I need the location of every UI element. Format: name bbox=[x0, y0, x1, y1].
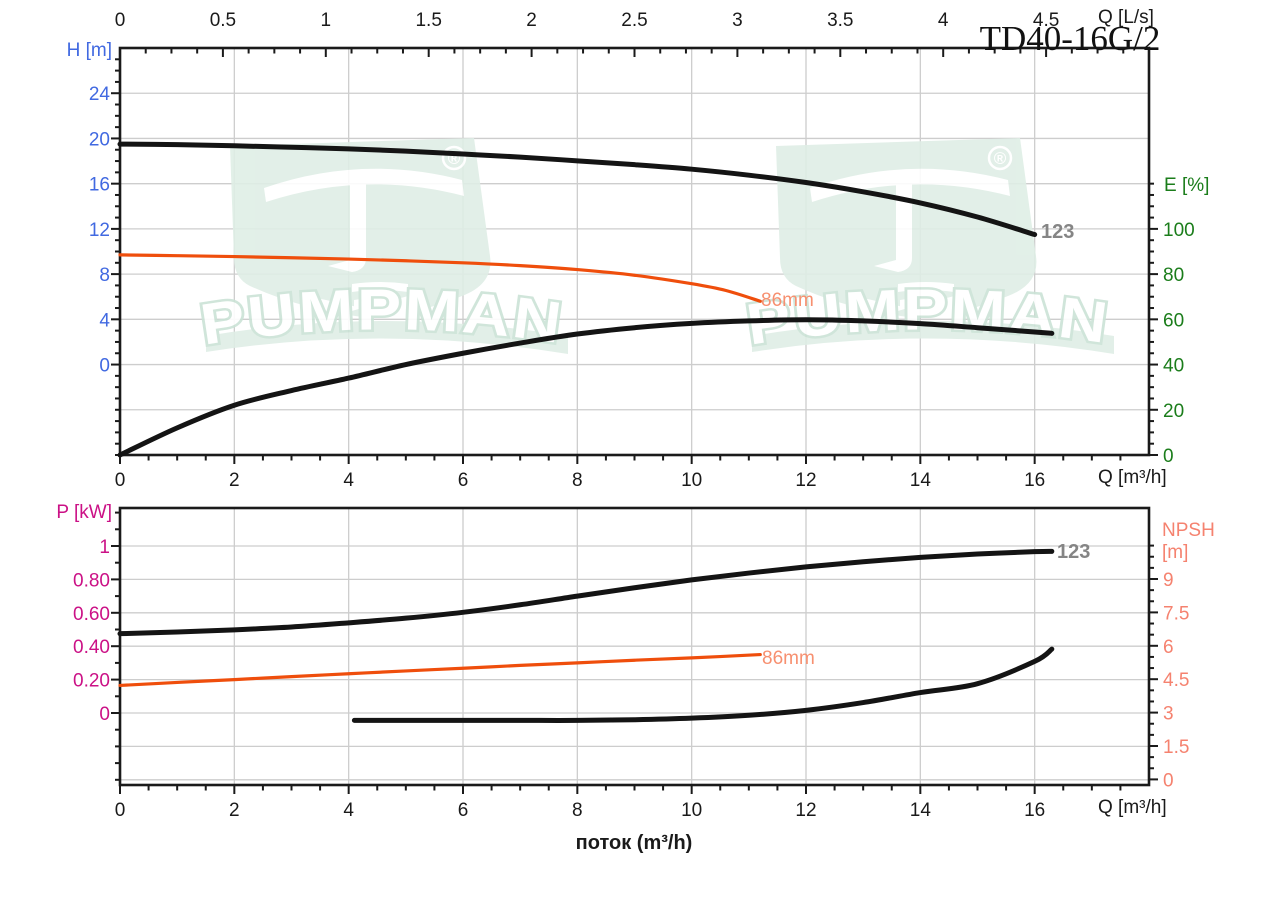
curve-power-123 bbox=[117, 548, 1055, 637]
svg-text:3: 3 bbox=[1163, 704, 1174, 725]
svg-text:7.5: 7.5 bbox=[1163, 603, 1189, 624]
npsh-axis-label-line2: [m] bbox=[1162, 542, 1189, 563]
svg-text:0: 0 bbox=[115, 800, 126, 821]
svg-text:16: 16 bbox=[89, 175, 110, 196]
svg-text:2: 2 bbox=[229, 800, 240, 821]
svg-text:4: 4 bbox=[99, 310, 110, 331]
svg-text:2.5: 2.5 bbox=[621, 10, 647, 31]
page-title: TD40-16G/2 bbox=[979, 19, 1161, 58]
svg-text:4.5: 4.5 bbox=[1163, 670, 1189, 691]
head-axis-label: H [m] bbox=[66, 40, 112, 61]
curve-power-86mm bbox=[118, 652, 762, 688]
svg-text:4: 4 bbox=[343, 800, 354, 821]
svg-text:10: 10 bbox=[681, 470, 702, 491]
svg-text:1: 1 bbox=[99, 537, 110, 558]
svg-text:0: 0 bbox=[1163, 770, 1174, 791]
svg-text:8: 8 bbox=[99, 265, 110, 286]
svg-text:1.5: 1.5 bbox=[1163, 737, 1189, 758]
registered-mark-icon: ® bbox=[987, 145, 1013, 171]
svg-text:6: 6 bbox=[1163, 637, 1174, 658]
axes: 0 2 4 6 8 10 12 14 1600.200.400.600.80101.534.56… bbox=[73, 506, 1189, 821]
svg-text:0: 0 bbox=[99, 356, 110, 377]
svg-text:6: 6 bbox=[458, 800, 469, 821]
svg-text:20: 20 bbox=[89, 129, 110, 150]
svg-text:0.40: 0.40 bbox=[73, 637, 110, 658]
svg-text:8: 8 bbox=[572, 470, 583, 491]
svg-text:0.80: 0.80 bbox=[73, 570, 110, 591]
axes: 0 0.5 1 1.5 2 2.5 3 3.5 4 4.50 2 4 6 8 10 12 14 160481216… bbox=[89, 10, 1195, 491]
svg-text:0: 0 bbox=[115, 10, 126, 31]
svg-text:4: 4 bbox=[938, 10, 949, 31]
svg-text:3.5: 3.5 bbox=[827, 10, 853, 31]
svg-text:8: 8 bbox=[572, 800, 583, 821]
svg-text:40: 40 bbox=[1163, 356, 1184, 377]
power-axis-label: P [kW] bbox=[56, 502, 112, 523]
svg-text:10: 10 bbox=[681, 800, 702, 821]
svg-text:0.20: 0.20 bbox=[73, 671, 110, 692]
curve-npsh-123 bbox=[351, 646, 1055, 723]
series bbox=[117, 548, 1055, 723]
impeller-86mm-label-top: 86mm bbox=[761, 290, 814, 311]
curve-head-86mm bbox=[118, 253, 762, 303]
svg-text:60: 60 bbox=[1163, 310, 1184, 331]
efficiency-axis-label: E [%] bbox=[1164, 175, 1210, 196]
svg-text:12: 12 bbox=[795, 470, 816, 491]
svg-text:2: 2 bbox=[526, 10, 537, 31]
pumpman-watermark: ®PUMPMAN bbox=[194, 138, 568, 360]
impeller-123-label-top: 123 bbox=[1041, 221, 1075, 243]
impeller-123-label-bottom: 123 bbox=[1057, 541, 1091, 563]
svg-text:3: 3 bbox=[732, 10, 743, 31]
svg-text:1: 1 bbox=[321, 10, 332, 31]
svg-text:0.5: 0.5 bbox=[210, 10, 236, 31]
top-axis-unit-label: Q [L/s] bbox=[1098, 7, 1154, 28]
svg-text:16: 16 bbox=[1024, 800, 1045, 821]
svg-text:14: 14 bbox=[910, 470, 932, 491]
svg-text:6: 6 bbox=[458, 470, 469, 491]
svg-text:24: 24 bbox=[89, 84, 111, 105]
curve-efficiency-123 bbox=[117, 317, 1055, 458]
svg-text:9: 9 bbox=[1163, 570, 1174, 591]
svg-text:20: 20 bbox=[1163, 401, 1184, 422]
flow-axis-unit-label-top: Q [m³/h] bbox=[1098, 467, 1167, 488]
impeller-86mm-label-bottom: 86mm bbox=[762, 648, 815, 669]
svg-text:0.60: 0.60 bbox=[73, 604, 110, 625]
svg-text:0: 0 bbox=[99, 704, 110, 725]
svg-text:0: 0 bbox=[1163, 446, 1174, 467]
svg-text:2: 2 bbox=[229, 470, 240, 491]
svg-text:100: 100 bbox=[1163, 220, 1195, 241]
svg-text:0: 0 bbox=[115, 470, 126, 491]
svg-text:12: 12 bbox=[89, 220, 110, 241]
svg-text:16: 16 bbox=[1024, 470, 1045, 491]
svg-text:4: 4 bbox=[343, 470, 354, 491]
gridlines bbox=[120, 508, 1149, 785]
power-npsh-chart: 0 2 4 6 8 10 12 14 1600.200.400.600.80101.534.56… bbox=[73, 506, 1189, 821]
series bbox=[117, 141, 1055, 458]
svg-text:1.5: 1.5 bbox=[415, 10, 441, 31]
curve-head-123 bbox=[117, 141, 1038, 238]
flow-axis-title: поток (m³/h) bbox=[575, 832, 693, 854]
svg-text:14: 14 bbox=[910, 800, 932, 821]
flow-axis-unit-label-bottom: Q [m³/h] bbox=[1098, 797, 1167, 818]
npsh-axis-label-line1: NPSH bbox=[1162, 520, 1215, 541]
svg-text:4.5: 4.5 bbox=[1033, 10, 1059, 31]
npsh-axis-label: NPSH [m] bbox=[1162, 520, 1215, 564]
svg-text:®: ® bbox=[994, 149, 1007, 168]
svg-text:12: 12 bbox=[795, 800, 816, 821]
svg-text:80: 80 bbox=[1163, 265, 1184, 286]
